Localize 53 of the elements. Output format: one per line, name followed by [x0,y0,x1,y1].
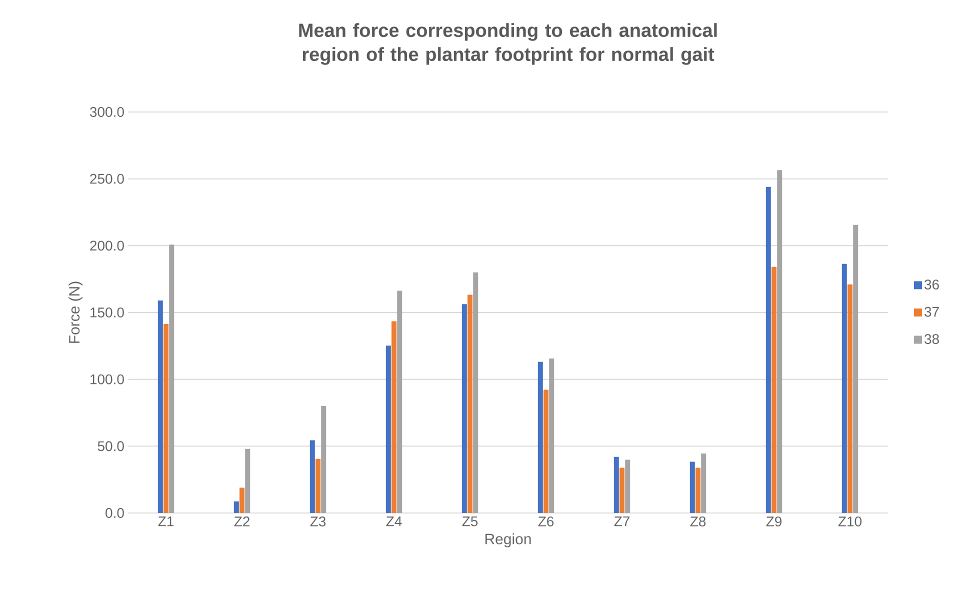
bar [392,321,397,513]
x-tick-label: Z2 [234,516,250,526]
x-tick-label: Z1 [158,516,174,526]
bar [245,448,250,513]
bar [538,362,543,513]
y-tick-label: 0.0 [106,508,124,518]
y-tick-label: 250.0 [90,174,124,184]
bar [690,462,695,513]
y-tick-label: 300.0 [90,107,124,117]
x-tick-label: Z3 [310,516,326,526]
bar [772,266,776,513]
bar [848,284,852,513]
bar [625,460,630,513]
legend-label: 38 [924,334,939,344]
bar [842,264,847,513]
bar [696,468,700,513]
y-tick-label: 100.0 [90,374,124,384]
x-axis-title: Region [485,533,531,548]
bar [620,468,624,513]
bar [614,456,619,513]
bar [310,440,315,513]
bar [316,458,321,513]
bar [766,186,771,513]
bar [386,346,391,513]
x-tick-label: Z10 [838,516,862,526]
x-tick-label: Z8 [690,516,706,526]
y-tick-label: 50.0 [98,441,124,452]
bar [234,501,239,513]
x-tick-label: Z7 [614,516,630,526]
y-tick-label: 150.0 [90,308,124,318]
bar [777,170,782,513]
bar [701,454,706,513]
legend-label: 36 [924,280,939,290]
bar [240,488,245,513]
bar [169,244,174,513]
bar [853,224,858,513]
bar [473,272,478,513]
bar [468,294,473,513]
y-axis-title: Force (N) [68,282,83,343]
x-tick-label: Z6 [538,516,554,526]
x-tick-label: Z4 [386,516,402,526]
y-tick-label: 200.0 [90,240,124,251]
chart-title: Mean force corresponding to each anatomical region of the plantar footprint for normal gait [299,23,717,65]
bar [544,390,548,513]
bar [164,324,169,513]
x-tick-label: Z5 [462,516,478,526]
bar [549,358,554,513]
bar [321,406,326,513]
x-tick-label: Z9 [766,516,782,526]
legend-label: 37 [924,306,939,317]
bar [397,290,402,513]
bar [158,300,163,513]
bar [462,304,467,513]
